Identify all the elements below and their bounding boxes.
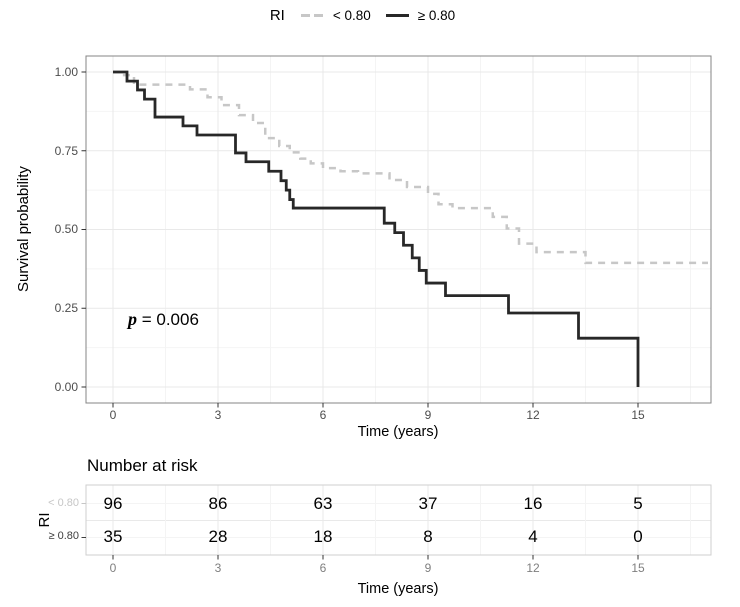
risk-x-tick-label: 0 — [109, 561, 117, 575]
risk-count: 28 — [208, 527, 228, 546]
risk-x-tick-label: 3 — [214, 561, 222, 575]
y-tick-label: 0.75 — [54, 144, 78, 158]
p-value-annotation: p = 0.006 — [128, 309, 199, 330]
risk-count: 86 — [208, 494, 228, 513]
legend: RI < 0.80 ≥ 0.80 — [0, 7, 740, 24]
x-tick-label: 9 — [424, 408, 432, 422]
risk-x-axis-title: Time (years) — [357, 581, 439, 597]
risk-x-tick-label: 6 — [319, 561, 327, 575]
risk-row-label-lt080: < 0.80 — [48, 497, 79, 509]
x-axis-title: Time (years) — [357, 424, 439, 440]
legend-item-ge080: ≥ 0.80 — [385, 8, 456, 23]
risk-count: 18 — [313, 527, 333, 546]
risk-count: 4 — [528, 527, 538, 546]
x-tick-label: 15 — [631, 408, 645, 422]
risk-count: 35 — [103, 527, 123, 546]
y-tick-label: 0.50 — [54, 222, 78, 236]
y-axis-title: Survival probability — [15, 166, 32, 292]
risk-row-label-ge080: ≥ 0.80 — [48, 530, 79, 542]
legend-label: ≥ 0.80 — [417, 8, 456, 23]
risk-x-tick-label: 9 — [424, 561, 432, 575]
risk-x-tick-label: 15 — [631, 561, 645, 575]
risk-count: 5 — [633, 494, 643, 513]
p-symbol: p — [128, 309, 137, 329]
x-tick-label: 3 — [214, 408, 222, 422]
x-tick-label: 12 — [526, 408, 540, 422]
legend-label: < 0.80 — [332, 8, 371, 23]
solid-line-swatch-icon — [385, 14, 409, 17]
risk-count: 16 — [523, 494, 543, 513]
x-tick-label: 6 — [319, 408, 327, 422]
legend-item-lt080: < 0.80 — [300, 8, 371, 23]
legend-title: RI — [269, 7, 285, 24]
y-tick-label: 0.25 — [54, 301, 78, 315]
risk-table-title: Number at risk — [87, 456, 198, 475]
risk-count: 96 — [103, 494, 123, 513]
p-value-text: = 0.006 — [137, 310, 199, 329]
risk-count: 37 — [418, 494, 438, 513]
y-tick-label: 0.00 — [54, 380, 78, 394]
risk-x-tick-label: 12 — [526, 561, 540, 575]
x-tick-label: 0 — [109, 408, 117, 422]
risk-table-y-axis-title: RI — [36, 512, 53, 528]
risk-count: 63 — [313, 494, 333, 513]
dashed-line-swatch-icon — [300, 14, 324, 17]
risk-count: 8 — [423, 527, 433, 546]
y-tick-label: 1.00 — [54, 65, 78, 79]
risk-count: 0 — [633, 527, 643, 546]
